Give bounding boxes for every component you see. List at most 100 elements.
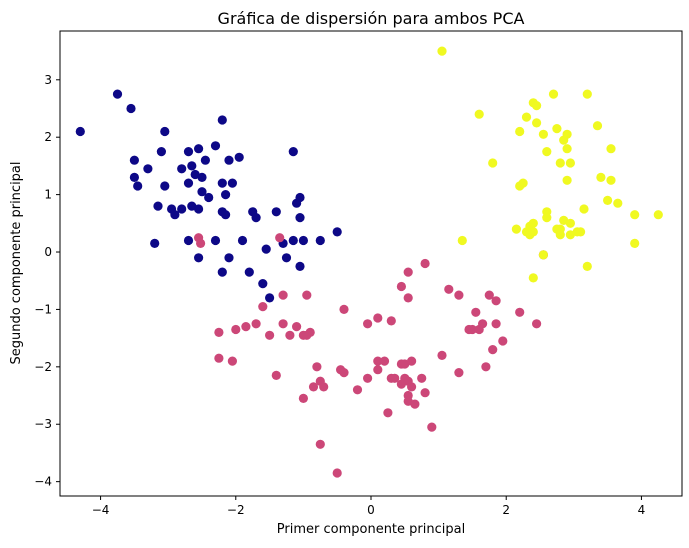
scatter-point [160,126,170,137]
scatter-point [332,227,342,237]
scatter-point [532,118,542,128]
scatter-point [214,327,224,337]
scatter-point [420,258,430,269]
x-axis-label: Primer componente principal [277,522,465,537]
scatter-point [271,207,281,217]
scatter-point [538,250,549,260]
scatter-point [210,235,221,246]
y-tick-label: 3 [44,73,52,87]
scatter-point [204,192,214,203]
scatter-point [196,238,206,248]
scatter-point [403,267,413,277]
scatter-point [484,290,494,300]
scatter-point [511,224,521,234]
scatter-point [241,322,251,332]
x-tick-label: −2 [227,503,245,517]
x-tick-label: 2 [502,503,510,517]
scatter-point [467,324,477,335]
scatter-point [133,181,143,191]
x-axis-ticks: −4 −2 0 2 4 [92,496,646,517]
scatter-point [112,89,123,99]
scatter-point [227,356,237,366]
scatter-point [582,261,592,271]
scatter-point [177,204,187,214]
scatter-point [515,126,525,137]
scatter-point [555,158,565,168]
y-tick-label: 2 [44,130,52,144]
scatter-point [265,293,275,303]
scatter-point [457,235,467,246]
scatter-point [491,319,501,329]
scatter-point [295,213,305,223]
scatter-point [221,210,231,220]
scatter-point [129,172,139,182]
scatter-point [339,368,349,378]
scatter-point [515,307,525,317]
scatter-point [295,261,305,271]
scatter-point [234,152,244,162]
scatter-point [562,144,572,154]
y-tick-label: −4 [34,475,52,489]
scatter-point [373,356,383,366]
scatter-point [410,399,420,409]
scatter-point [292,198,302,208]
y-axis-label: Segundo componente principal [9,161,24,364]
scatter-point [281,253,292,263]
scatter-point [221,190,231,200]
scatter-point [383,408,393,418]
y-tick-label: −1 [34,302,52,316]
scatter-point [542,213,552,223]
scatter-point [542,147,552,157]
scatter-point [214,353,224,363]
scatter-point [251,213,261,223]
scatter-point [194,253,204,263]
scatter-point [555,230,565,240]
y-axis-ticks: −4 −3 −2 −1 0 1 2 3 [34,73,60,489]
scatter-point [231,324,241,335]
scatter-point [302,290,312,300]
scatter-point [552,124,562,134]
chart-title: Gráfica de dispersión para ambos PCA [218,9,525,28]
scatter-point [373,313,383,323]
scatter-point [278,290,288,300]
scatter-point [481,362,491,372]
scatter-point [194,144,204,154]
scatter-point [315,439,325,449]
scatter-point [153,201,163,211]
y-tick-label: −2 [34,360,52,374]
scatter-point [606,144,616,154]
x-tick-label: −4 [92,503,110,517]
scatter-point [396,281,406,292]
scatter-point [278,319,288,329]
scatter-point [288,147,298,157]
scatter-point [613,198,623,208]
scatter-point [224,253,234,263]
scatter-point [126,103,136,114]
scatter-point [187,161,197,171]
scatter-point [197,187,207,197]
scatter-point [528,273,538,283]
scatter-point [129,155,139,165]
scatter-point [285,330,295,340]
scatter-point [363,319,373,329]
scatter-point [515,181,525,191]
scatter-point [532,319,542,329]
scatter-point [427,422,437,432]
scatter-point [305,327,315,337]
scatter-point [261,244,271,254]
scatter-point [407,382,417,392]
scatter-point [403,293,413,303]
scatter-point [420,388,430,398]
scatter-point [386,316,396,326]
scatter-point [312,362,322,372]
scatter-point [265,330,275,340]
scatter-point [308,382,319,392]
scatter-point [183,235,194,246]
scatter-point [491,296,501,306]
x-tick-label: 4 [638,503,646,517]
y-tick-label: −3 [34,417,52,431]
scatter-point [251,319,261,329]
scatter-point [606,175,616,185]
